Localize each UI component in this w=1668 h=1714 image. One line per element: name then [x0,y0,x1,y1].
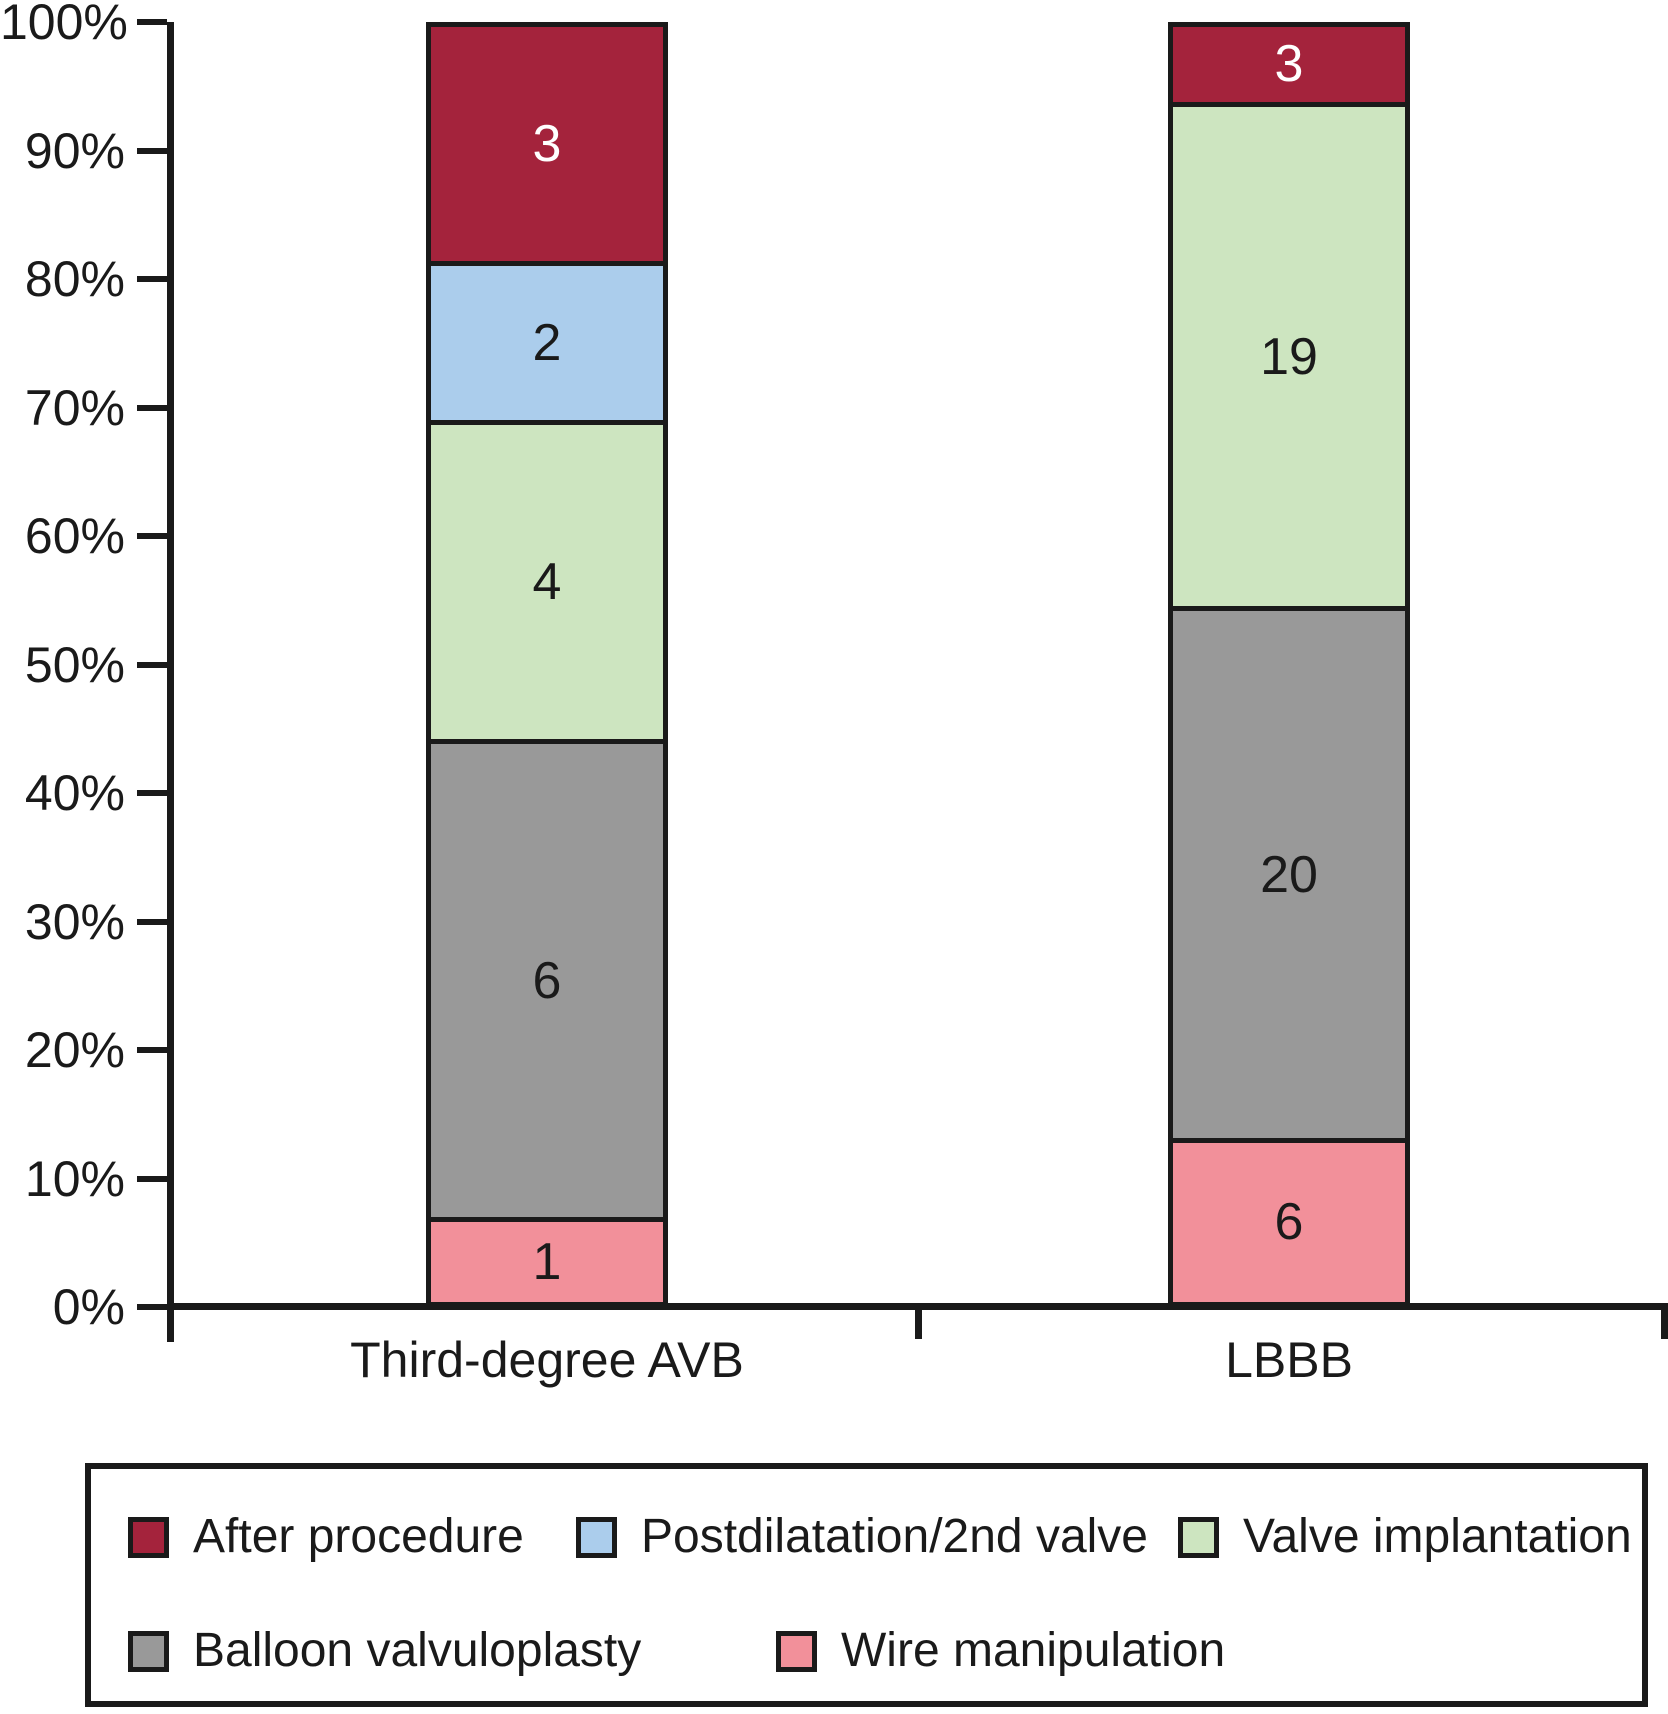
segment-value-label: 6 [1274,1193,1304,1252]
y-axis-label-60: 60% [24,508,125,564]
bar-lbbb: 6 20 19 3 [1168,22,1410,1307]
y-axis-label-70: 70% [24,379,125,436]
legend-label: Balloon valvuloplasty [193,1624,642,1677]
y-tick-60 [137,533,167,539]
legend-item-valve-implantation: Valve implantation [1178,1509,1632,1565]
y-axis-label-40: 40% [24,765,125,821]
y-axis-label-100: 100% [0,0,128,50]
x-tick-0 [915,1307,922,1339]
segment-after-procedure: 3 [431,27,663,267]
y-axis-label-50: 50% [24,636,125,693]
legend: After procedure Postdilatation/2nd valve V… [85,1463,1648,1707]
segment-valve-implantation: 4 [431,425,663,745]
segment-value-label: 19 [1260,327,1318,386]
legend-item-wire-manipulation: Wire manipulation [776,1623,1225,1679]
y-axis-label-30: 30% [24,893,125,950]
category-label-third-degree-avb: Third-degree AVB [350,1332,744,1388]
y-axis-label-10: 10% [24,1150,125,1207]
x-axis-line [167,1303,1668,1310]
y-axis-line [167,22,174,1342]
y-tick-30 [137,918,167,925]
legend-swatch-icon [776,1630,817,1672]
legend-label: Valve implantation [1243,1510,1632,1563]
legend-label: After procedure [193,1510,524,1563]
segment-after-procedure: 3 [1173,27,1405,107]
legend-label: Postdilatation/2nd valve [641,1510,1148,1563]
y-tick-10 [137,1175,167,1182]
segment-wire-manipulation: 6 [1173,1142,1405,1302]
bar-third-degree-avb: 1 6 4 2 3 [426,22,668,1307]
segment-balloon-valvuloplasty: 6 [431,744,663,1223]
y-axis-label-20: 20% [24,1022,125,1078]
y-axis-label-0: 0% [52,1279,125,1335]
segment-balloon-valvuloplasty: 20 [1173,611,1405,1143]
legend-label: Wire manipulation [841,1624,1226,1677]
legend-swatch-icon [128,1516,169,1558]
legend-item-after-procedure: After procedure [128,1509,524,1565]
legend-item-postdilatation-2nd-valve: Postdilatation/2nd valve [576,1509,1148,1565]
legend-swatch-icon [1178,1516,1219,1558]
segment-value-label: 6 [532,951,562,1010]
y-tick-100 [137,19,167,25]
legend-swatch-icon [128,1630,169,1672]
y-tick-90 [137,147,167,154]
segment-value-label: 20 [1260,845,1318,904]
segment-valve-implantation: 19 [1173,106,1405,612]
y-tick-20 [137,1047,167,1053]
segment-value-label: 4 [532,553,562,612]
segment-value-label: 3 [1274,35,1304,94]
legend-swatch-icon [576,1516,617,1558]
y-tick-50 [137,661,167,668]
segment-postdilatation-2nd-valve: 2 [431,266,663,426]
y-axis-label-90: 90% [24,122,125,179]
segment-value-label: 1 [532,1233,562,1292]
legend-item-balloon-valvuloplasty: Balloon valvuloplasty [128,1623,641,1679]
segment-wire-manipulation: 1 [431,1222,663,1302]
y-tick-80 [137,276,167,282]
segment-value-label: 2 [532,314,562,373]
y-tick-40 [137,790,167,796]
x-tick-1 [1661,1307,1668,1339]
y-tick-0 [137,1304,167,1310]
y-axis-label-80: 80% [24,251,125,307]
category-label-lbbb: LBBB [1225,1332,1353,1388]
y-tick-70 [137,404,167,411]
segment-value-label: 3 [532,115,562,174]
